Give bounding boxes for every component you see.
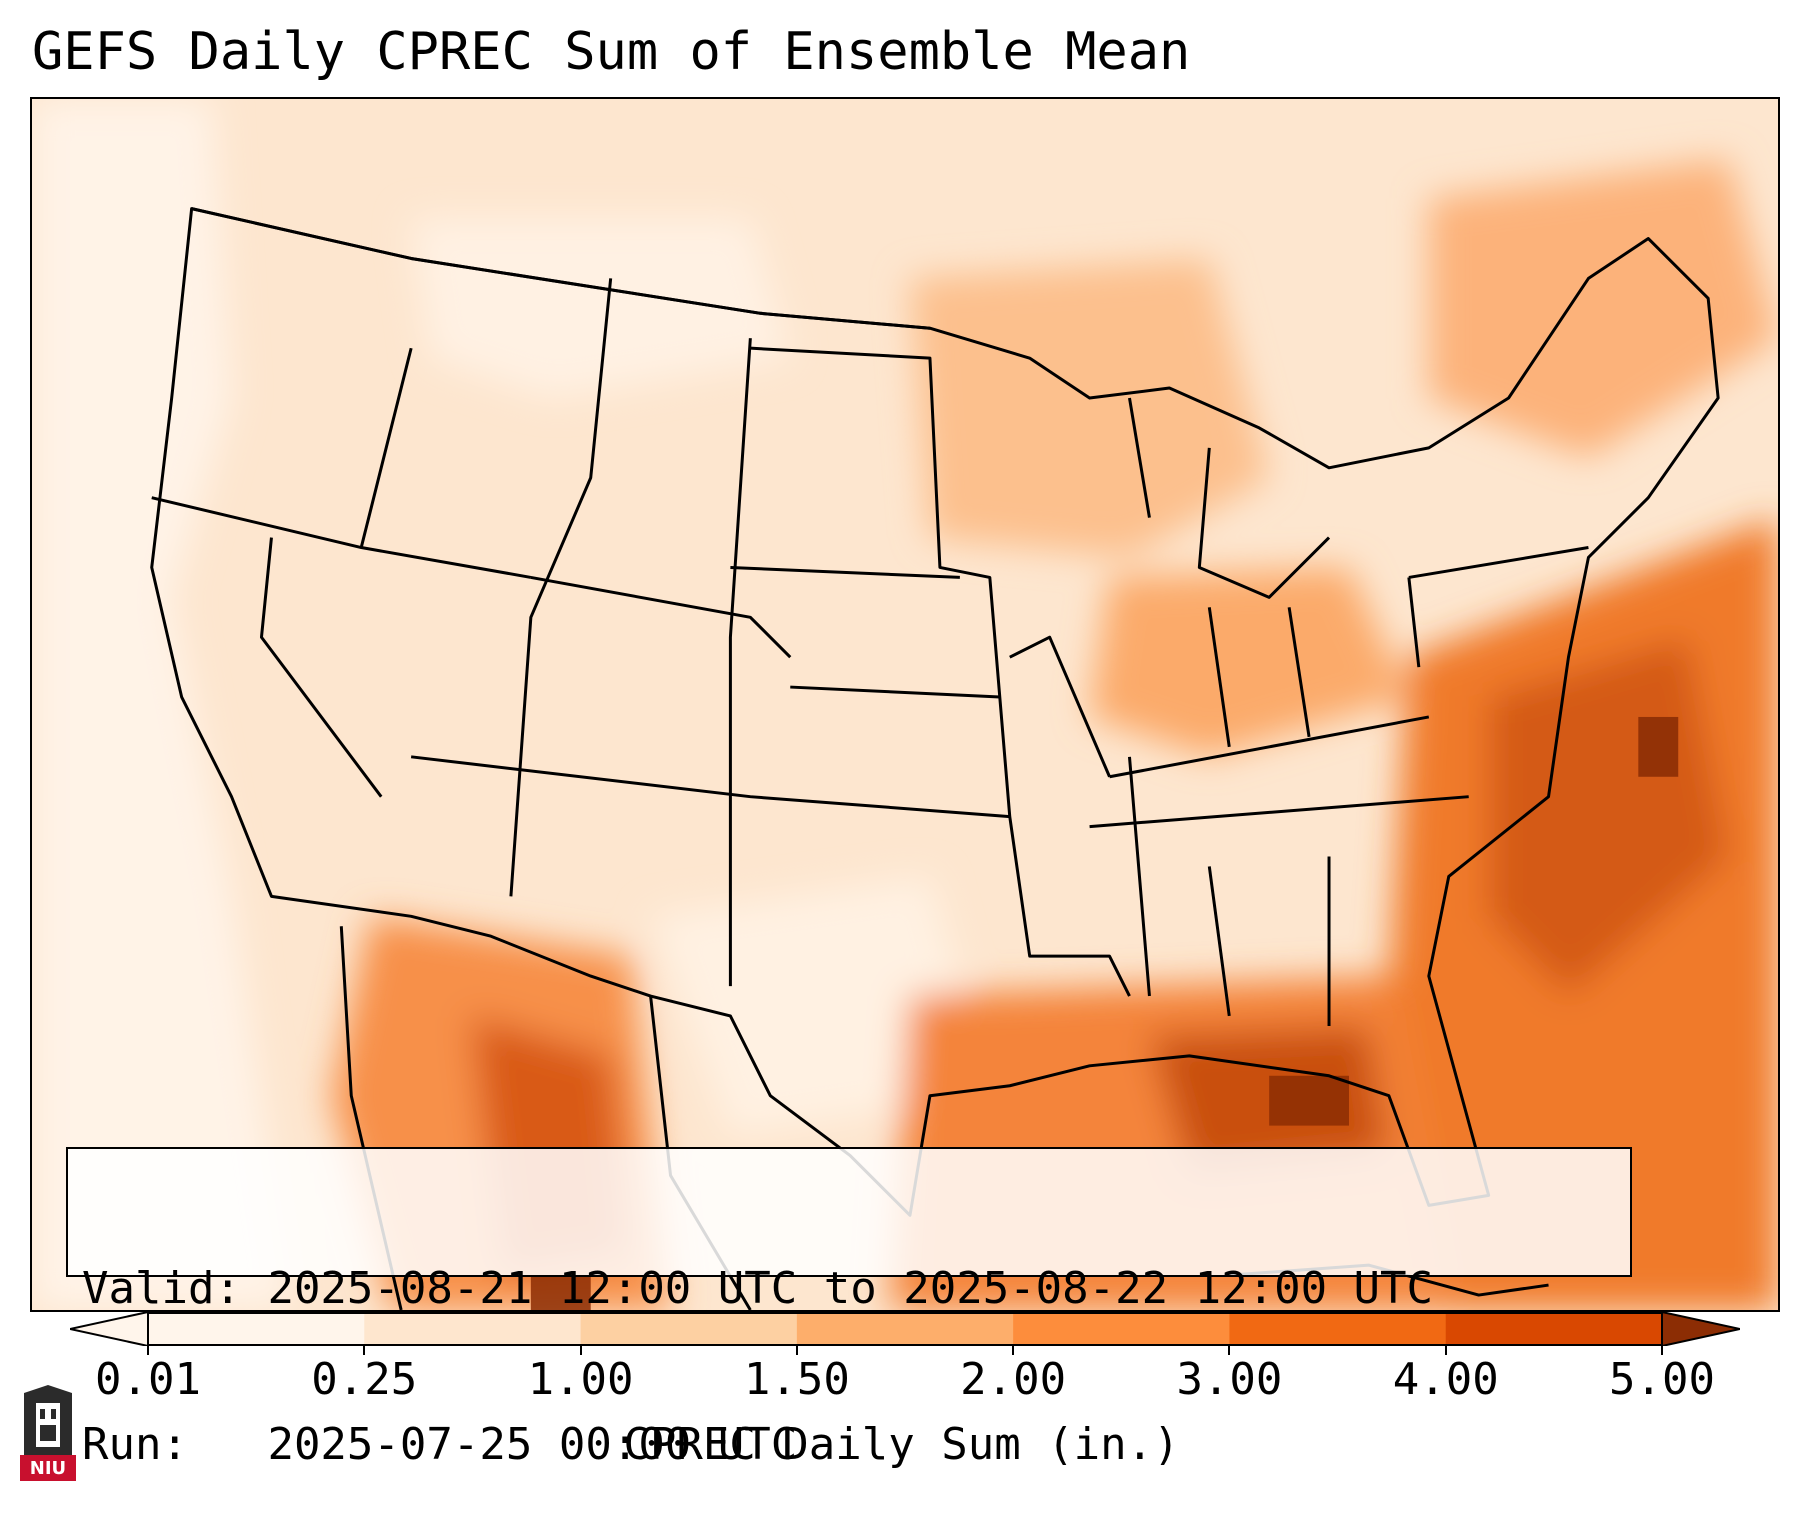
state-line (509, 278, 613, 897)
colorbar-tick-label: 1.00 (527, 1354, 634, 1405)
colorbar-tick (1228, 1345, 1231, 1355)
chart-title: GEFS Daily CPREC Sum of Ensemble Mean (32, 22, 1191, 82)
colorbar-tick (1661, 1345, 1663, 1355)
colorbar-segment (1445, 1312, 1663, 1346)
colorbar-segment (148, 1312, 365, 1346)
great-lakes-line (1128, 397, 1151, 518)
colorbar (70, 1312, 1740, 1346)
colorbar-tick-label: 1.50 (743, 1354, 850, 1405)
state-line (1207, 607, 1231, 748)
great-lakes-line (1197, 447, 1331, 599)
precip-core-mexico (530, 1275, 591, 1310)
canada-border-line (191, 207, 931, 330)
colorbar-segment (1013, 1312, 1230, 1346)
niu-logo (20, 1385, 76, 1481)
colorbar-segment (364, 1312, 582, 1346)
colorbar-frame (147, 1312, 1663, 1346)
state-line (259, 537, 383, 798)
colorbar-tick-label: 0.25 (311, 1354, 418, 1405)
state-line (790, 685, 1000, 699)
colorbar-tick-label: 0.01 (95, 1354, 201, 1405)
colorbar-tick (147, 1345, 149, 1355)
state-line (410, 755, 1010, 819)
run-value: 2025-07-25 00:00 UTC (267, 1419, 798, 1470)
state-line (359, 347, 413, 548)
colorbar-tick-labels: 0.01 0.25 1.00 1.50 2.00 3.00 4.00 5.00 (0, 1345, 1803, 1410)
precip-core-gulf (1269, 1075, 1349, 1126)
colorbar-tick-label: 2.00 (960, 1354, 1067, 1405)
run-row: Run: 2025-07-25 00:00 UTC (82, 1419, 1616, 1471)
state-line (1407, 577, 1421, 668)
state-line (1127, 756, 1151, 997)
state-line (1008, 816, 1131, 997)
valid-row: Valid: 2025-08-21 12:00 UTC to 2025-08-2… (82, 1263, 1616, 1315)
colorbar-tick-label: 5.00 (1609, 1354, 1715, 1405)
state-line (530, 575, 792, 659)
valid-value: 2025-08-21 12:00 UTC to 2025-08-22 12:00… (267, 1263, 1434, 1314)
state-line (730, 565, 960, 579)
run-label: Run: (82, 1419, 188, 1470)
colorbar-segment (1229, 1312, 1447, 1346)
colorbar-segment (796, 1312, 1014, 1346)
colorbar-extend-low (70, 1312, 149, 1346)
colorbar-tick-label: 4.00 (1392, 1354, 1499, 1405)
state-line (1109, 715, 1430, 779)
colorbar-tick (1012, 1345, 1015, 1355)
colorbar-tick (579, 1345, 582, 1355)
state-line (1287, 607, 1311, 738)
colorbar-label: CPREC Daily Sum (in.) (623, 1419, 1180, 1470)
state-line (750, 346, 1012, 817)
colorbar-tick (363, 1345, 366, 1355)
colorbar-tick (795, 1345, 798, 1355)
colorbar-tick (1444, 1345, 1447, 1355)
precip-map (32, 99, 1778, 1310)
state-line (728, 338, 752, 987)
precip-core-atlantic (1638, 716, 1679, 777)
state-line (1207, 866, 1231, 1017)
valid-run-box: Valid: 2025-08-21 12:00 UTC to 2025-08-2… (66, 1147, 1632, 1470)
state-line (1009, 635, 1111, 778)
state-line (1408, 546, 1589, 579)
map-panel (30, 97, 1780, 1312)
colorbar-segment (580, 1312, 798, 1346)
colorbar-extend-high (1661, 1312, 1740, 1346)
logo-text: NIU (29, 1458, 67, 1479)
logo-banner (20, 1455, 76, 1481)
colorbar-tick-label: 3.00 (1176, 1354, 1283, 1405)
valid-label: Valid: (82, 1263, 241, 1314)
state-line (1089, 795, 1469, 829)
